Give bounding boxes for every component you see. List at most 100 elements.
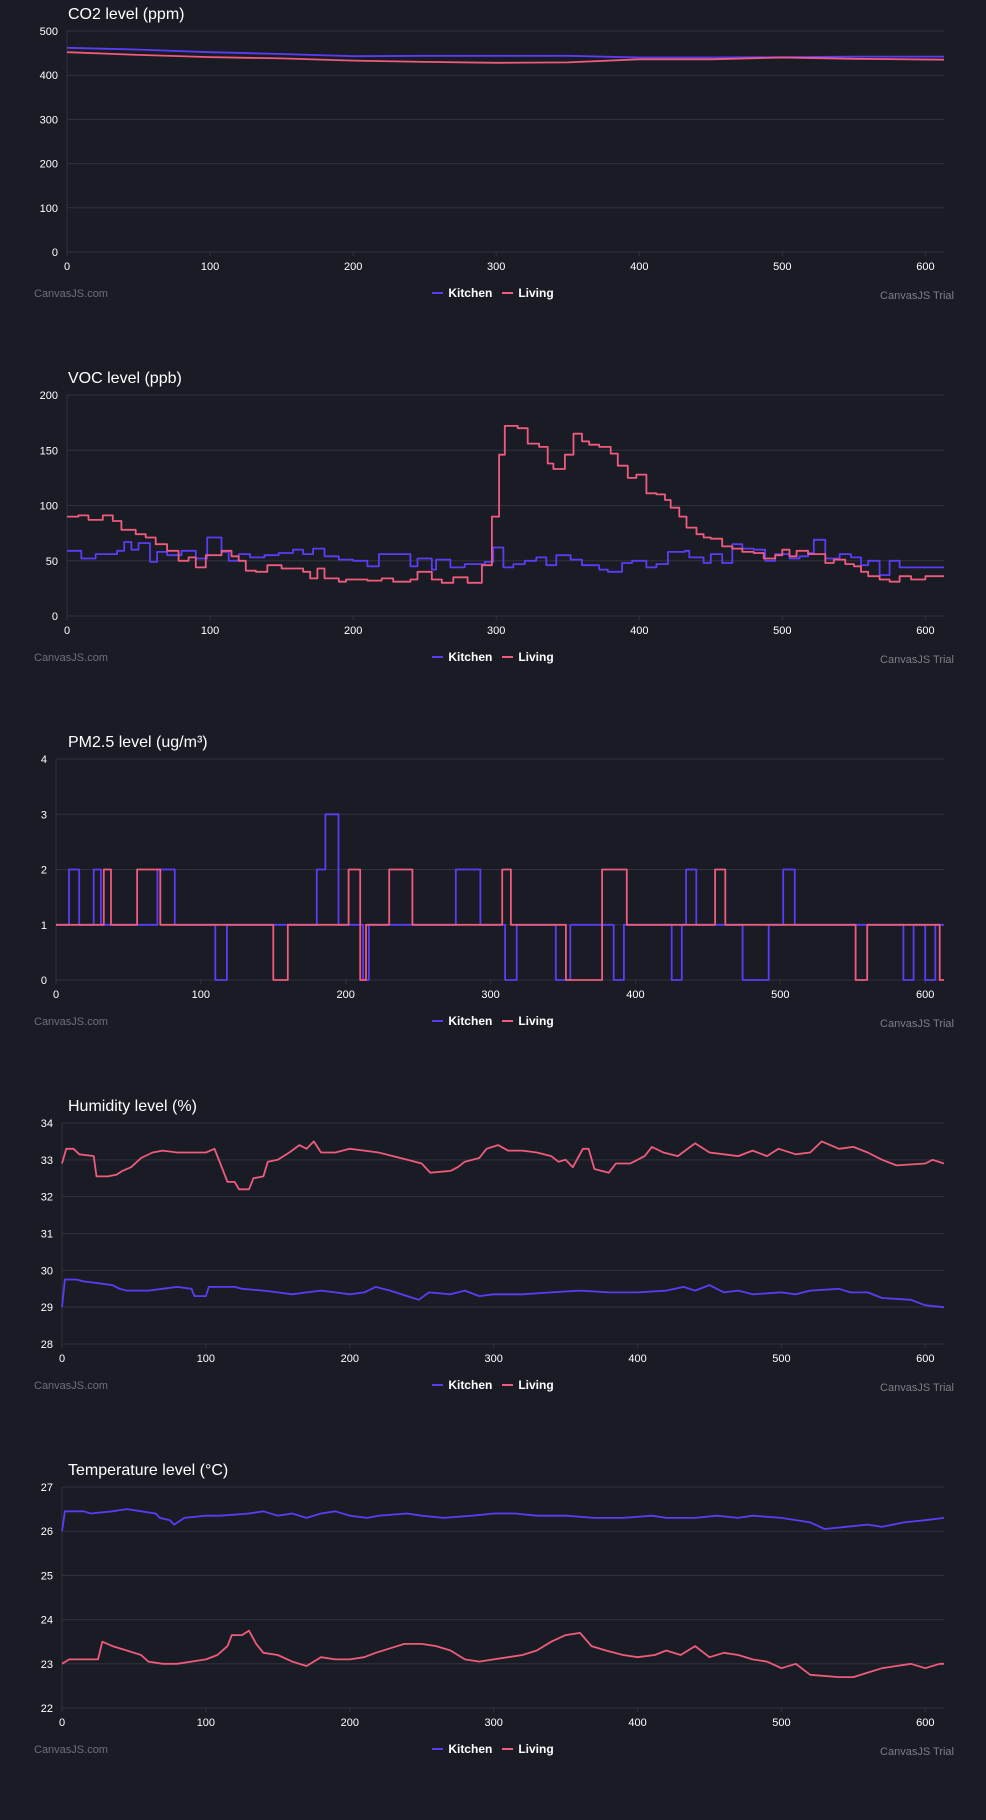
chart-panel: 0 100 200 300 400 500 0 100 200 300 400 500 600 CO2 l… <box>0 0 986 364</box>
y-tick-label: 0 <box>52 611 58 623</box>
x-tick-label: 600 <box>916 625 934 637</box>
chart-legend: Kitchen Living <box>0 1378 986 1392</box>
legend-swatch <box>432 291 444 294</box>
y-tick-label: 22 <box>41 1703 53 1715</box>
chart-legend: Kitchen Living <box>0 650 986 664</box>
legend-item-kitchen[interactable]: Kitchen <box>432 1378 492 1392</box>
x-tick-label: 600 <box>916 261 934 273</box>
legend-item-living[interactable]: Living <box>502 650 554 664</box>
legend-swatch <box>432 1383 444 1386</box>
y-tick-label: 34 <box>41 1118 53 1130</box>
series-line-kitchen <box>61 1508 945 1532</box>
y-tick-label: 30 <box>41 1265 53 1277</box>
y-tick-label: 50 <box>46 556 58 568</box>
legend-item-kitchen[interactable]: Kitchen <box>432 1742 492 1756</box>
y-tick-label: 1 <box>41 920 47 932</box>
series-line-kitchen <box>56 813 944 981</box>
legend-item-living[interactable]: Living <box>502 1378 554 1392</box>
y-tick-label: 150 <box>40 445 58 457</box>
legend-label: Living <box>518 1742 554 1756</box>
chart-panel: 22 23 24 25 26 27 0 100 200 300 400 500 600 Temperatu… <box>0 1456 986 1820</box>
x-tick-label: 0 <box>59 1353 65 1365</box>
x-tick-label: 100 <box>197 1717 215 1729</box>
y-tick-label: 26 <box>41 1526 53 1538</box>
legend-item-kitchen[interactable]: Kitchen <box>432 1014 492 1028</box>
legend-label: Living <box>518 650 554 664</box>
x-tick-label: 300 <box>484 1353 502 1365</box>
x-tick-label: 200 <box>337 989 355 1001</box>
legend-label: Living <box>518 1378 554 1392</box>
legend-swatch <box>502 655 514 658</box>
y-tick-label: 2 <box>41 865 47 877</box>
watermark-left[interactable]: CanvasJS.com <box>34 1380 108 1392</box>
x-tick-label: 500 <box>773 625 791 637</box>
x-tick-label: 200 <box>341 1353 359 1365</box>
y-tick-label: 29 <box>41 1302 53 1314</box>
x-tick-label: 200 <box>344 261 362 273</box>
y-tick-label: 32 <box>41 1192 53 1204</box>
legend-label: Living <box>518 286 554 300</box>
x-tick-label: 100 <box>192 989 210 1001</box>
legend-item-living[interactable]: Living <box>502 286 554 300</box>
series-line-living <box>61 1140 945 1191</box>
legend-swatch <box>502 1383 514 1386</box>
x-tick-label: 400 <box>630 261 648 273</box>
chart-svg: 0 1 2 3 4 0 100 200 300 400 500 600 <box>41 754 944 1001</box>
watermark-left[interactable]: CanvasJS.com <box>34 1016 108 1028</box>
legend-item-living[interactable]: Living <box>502 1742 554 1756</box>
y-tick-label: 0 <box>41 975 47 987</box>
x-tick-label: 600 <box>916 1353 934 1365</box>
y-tick-label: 300 <box>40 114 58 126</box>
legend-swatch <box>432 655 444 658</box>
x-tick-label: 300 <box>487 625 505 637</box>
chart-svg: 0 100 200 300 400 500 0 100 200 300 400 500 600 <box>40 26 945 273</box>
series-line-kitchen <box>67 536 944 577</box>
legend-label: Kitchen <box>448 286 493 300</box>
y-tick-label: 200 <box>40 159 58 171</box>
y-tick-label: 27 <box>41 1482 53 1494</box>
watermark-left[interactable]: CanvasJS.com <box>34 652 108 664</box>
y-tick-label: 400 <box>40 70 58 82</box>
chart-legend: Kitchen Living <box>0 286 986 300</box>
chart-legend: Kitchen Living <box>0 1742 986 1756</box>
chart-panel: 28 29 30 31 32 33 34 0 100 200 300 400 500 600 Humidit… <box>0 1092 986 1456</box>
watermark-right: CanvasJS Trial <box>880 1382 954 1394</box>
watermark-left[interactable]: CanvasJS.com <box>34 1744 108 1756</box>
chart-title: CO2 level (ppm) <box>68 6 185 23</box>
y-tick-label: 4 <box>41 754 47 766</box>
y-tick-label: 100 <box>40 501 58 513</box>
legend-item-kitchen[interactable]: Kitchen <box>432 286 492 300</box>
watermark-right: CanvasJS Trial <box>880 290 954 302</box>
x-tick-label: 400 <box>628 1717 646 1729</box>
watermark-right: CanvasJS Trial <box>880 1018 954 1030</box>
y-tick-label: 28 <box>41 1339 53 1351</box>
legend-swatch <box>502 1019 514 1022</box>
legend-item-kitchen[interactable]: Kitchen <box>432 650 492 664</box>
x-tick-label: 300 <box>487 261 505 273</box>
x-tick-label: 0 <box>64 625 70 637</box>
y-tick-label: 24 <box>41 1615 53 1627</box>
chart-svg: 28 29 30 31 32 33 34 0 100 200 300 400 500 600 <box>41 1118 945 1365</box>
x-tick-label: 300 <box>484 1717 502 1729</box>
watermark-right: CanvasJS Trial <box>880 654 954 666</box>
x-tick-label: 0 <box>59 1717 65 1729</box>
chart-svg: 22 23 24 25 26 27 0 100 200 300 400 500 600 <box>41 1482 945 1729</box>
y-tick-label: 23 <box>41 1659 53 1671</box>
watermark-right: CanvasJS Trial <box>880 1746 954 1758</box>
y-tick-label: 25 <box>41 1570 53 1582</box>
y-tick-label: 3 <box>41 809 47 821</box>
x-tick-label: 600 <box>916 1717 934 1729</box>
chart-title: Temperature level (°C) <box>68 1462 229 1479</box>
x-tick-label: 0 <box>53 989 59 1001</box>
legend-swatch <box>502 291 514 294</box>
y-tick-label: 31 <box>41 1229 53 1241</box>
x-tick-label: 500 <box>773 261 791 273</box>
watermark-left[interactable]: CanvasJS.com <box>34 288 108 300</box>
legend-item-living[interactable]: Living <box>502 1014 554 1028</box>
legend-label: Kitchen <box>448 650 493 664</box>
x-tick-label: 600 <box>916 989 934 1001</box>
x-tick-label: 200 <box>344 625 362 637</box>
y-tick-label: 0 <box>52 247 58 259</box>
chart-title: Humidity level (%) <box>68 1098 197 1115</box>
series-line-living <box>67 425 944 584</box>
